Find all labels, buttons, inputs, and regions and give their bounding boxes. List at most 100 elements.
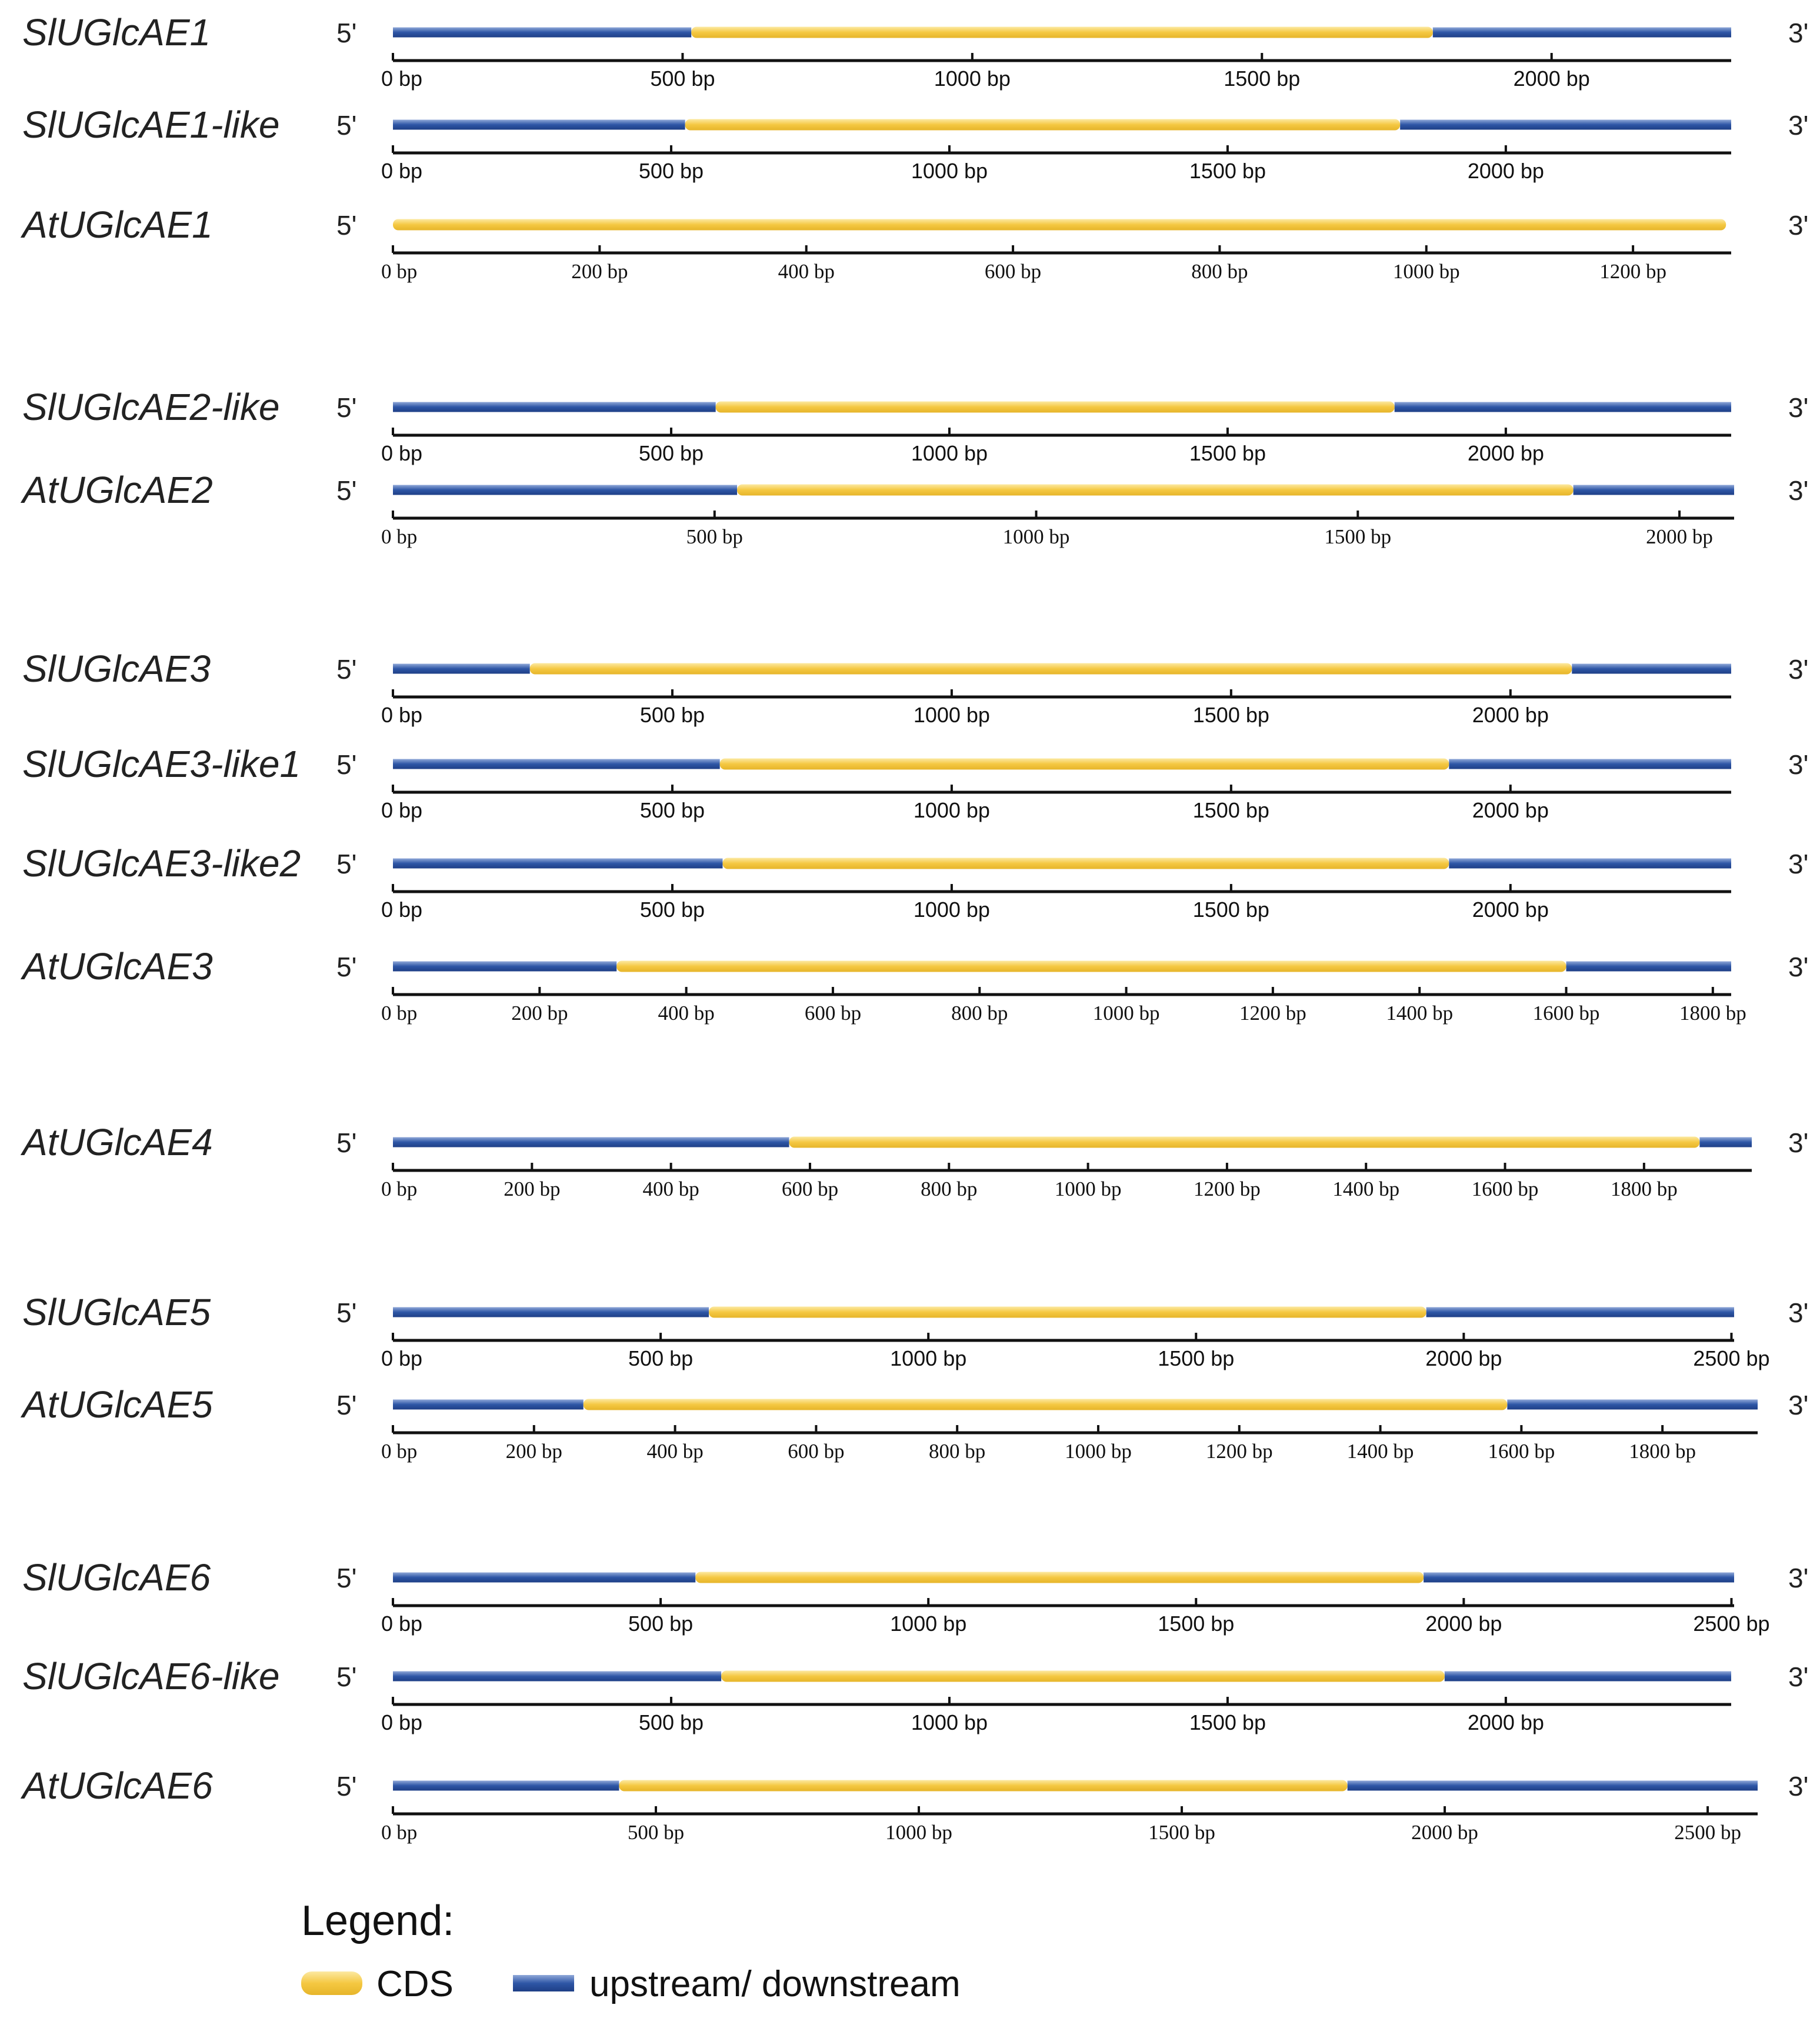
- tick-label: 0 bp: [381, 703, 422, 727]
- downstream-segment: [1400, 119, 1731, 130]
- legend-utr-label: upstream/ downstream: [589, 1964, 961, 2004]
- tick-label: 800 bp: [951, 1002, 1008, 1025]
- tick-label: 2500 bp: [1693, 1346, 1769, 1370]
- gene-name: AtUGlcAE3: [20, 945, 213, 988]
- tick-label: 800 bp: [929, 1440, 985, 1463]
- gene-name: SlUGlcAE3: [22, 648, 211, 690]
- gene-name: AtUGlcAE2: [20, 469, 213, 511]
- downstream-segment: [1424, 1572, 1734, 1583]
- upstream-segment: [393, 961, 617, 972]
- tick-label: 400 bp: [778, 260, 835, 283]
- tick-label: 1400 bp: [1386, 1002, 1453, 1025]
- tick-label: 2500 bp: [1674, 1821, 1741, 1844]
- tick-label: 400 bp: [658, 1002, 715, 1025]
- gene-track: SlUGlcAE5 5' 3' 0 bp 500 bp 1000 bp 1500 bp 200…: [22, 1291, 1808, 1370]
- downstream-segment: [1573, 485, 1734, 495]
- upstream-segment: [393, 27, 692, 38]
- tick-label: 1500 bp: [1158, 1346, 1234, 1370]
- three-prime-label: 3': [1788, 110, 1808, 141]
- tick-label: 1800 bp: [1679, 1002, 1746, 1025]
- gene-track: SlUGlcAE3-like1 5' 3' 0 bp 500 bp 1000 bp 1500…: [22, 743, 1808, 822]
- tick-label: 1000 bp: [911, 441, 988, 465]
- downstream-segment: [1432, 27, 1731, 38]
- tick-label: 1000 bp: [914, 898, 990, 922]
- tick-label: 0 bp: [381, 441, 422, 465]
- cds-segment: [393, 219, 1726, 231]
- five-prime-label: 5': [336, 749, 356, 780]
- cds-segment: [616, 960, 1566, 972]
- gene-track: SlUGlcAE3-like2 5' 3' 0 bp 500 bp 1000 bp 1500…: [22, 842, 1808, 922]
- tick-label: 2000 bp: [1425, 1346, 1502, 1370]
- three-prime-label: 3': [1788, 849, 1808, 879]
- tick-label: 1500 bp: [1193, 898, 1269, 922]
- upstream-segment: [393, 663, 530, 674]
- gene-track: AtUGlcAE4 5' 3' 0 bp 200 bp 400 bp 600 bp 800 b…: [20, 1121, 1808, 1200]
- five-prime-label: 5': [336, 475, 356, 506]
- downstream-segment: [1444, 1671, 1731, 1682]
- tick-label: 1000 bp: [911, 159, 988, 183]
- tick-label: 500 bp: [639, 159, 704, 183]
- tick-label: 400 bp: [643, 1177, 699, 1200]
- tick-label: 1500 bp: [1193, 798, 1269, 822]
- tick-label: 2000 bp: [1646, 525, 1713, 548]
- tick-label: 2000 bp: [1514, 66, 1590, 91]
- tick-label: 1000 bp: [1065, 1440, 1132, 1463]
- gene-name: AtUGlcAE1: [20, 203, 213, 246]
- tick-label: 2000 bp: [1468, 159, 1544, 183]
- gene-track: AtUGlcAE5 5' 3' 0 bp 200 bp 400 bp 600 bp 800 b…: [20, 1383, 1808, 1463]
- five-prime-label: 5': [336, 392, 356, 423]
- gene-track: SlUGlcAE2-like 5' 3' 0 bp 500 bp 1000 bp 1500 …: [22, 386, 1808, 465]
- tick-label: 2000 bp: [1472, 898, 1549, 922]
- tick-label: 1800 bp: [1611, 1177, 1678, 1200]
- cds-segment: [685, 119, 1401, 131]
- downstream-segment: [1449, 759, 1731, 769]
- tick-label: 1000 bp: [934, 66, 1011, 91]
- downstream-segment: [1566, 961, 1731, 972]
- tick-label: 1600 bp: [1472, 1177, 1539, 1200]
- tick-label: 0 bp: [381, 66, 422, 91]
- tick-label: 500 bp: [628, 1612, 693, 1636]
- five-prime-label: 5': [336, 1662, 356, 1692]
- gene-name: SlUGlcAE6-like: [22, 1655, 279, 1697]
- tick-label: 500 bp: [628, 1821, 684, 1844]
- five-prime-label: 5': [336, 210, 356, 241]
- cds-segment: [709, 1306, 1426, 1318]
- tick-label: 500 bp: [640, 798, 705, 822]
- five-prime-label: 5': [336, 18, 356, 48]
- three-prime-label: 3': [1788, 1771, 1808, 1802]
- three-prime-label: 3': [1788, 18, 1808, 48]
- gene-name: SlUGlcAE3-like2: [22, 842, 301, 885]
- three-prime-label: 3': [1788, 749, 1808, 780]
- five-prime-label: 5': [336, 1771, 356, 1802]
- tick-label: 1500 bp: [1158, 1612, 1234, 1636]
- tick-label: 2000 bp: [1472, 703, 1549, 727]
- five-prime-label: 5': [336, 952, 356, 982]
- five-prime-label: 5': [336, 1563, 356, 1593]
- gene-name: AtUGlcAE4: [20, 1121, 213, 1163]
- tick-label: 500 bp: [639, 441, 704, 465]
- upstream-segment: [393, 1307, 709, 1317]
- tick-label: 1500 bp: [1189, 441, 1266, 465]
- cds-segment: [715, 401, 1395, 413]
- tick-label: 2000 bp: [1425, 1612, 1502, 1636]
- tick-label: 500 bp: [640, 898, 705, 922]
- tick-label: 600 bp: [805, 1002, 861, 1025]
- gene-track: SlUGlcAE6-like 5' 3' 0 bp 500 bp 1000 bp 1500 …: [22, 1655, 1808, 1734]
- tick-label: 0 bp: [381, 1002, 417, 1025]
- tick-label: 500 bp: [686, 525, 743, 548]
- tick-label: 0 bp: [381, 525, 417, 548]
- downstream-segment: [1347, 1780, 1758, 1791]
- cds-segment: [583, 1399, 1508, 1410]
- upstream-segment: [393, 119, 685, 130]
- tick-label: 1600 bp: [1488, 1440, 1555, 1463]
- downstream-segment: [1507, 1399, 1758, 1410]
- tick-label: 200 bp: [571, 260, 628, 283]
- upstream-segment: [393, 1399, 584, 1410]
- tick-label: 1000 bp: [1055, 1177, 1122, 1200]
- three-prime-label: 3': [1788, 1127, 1808, 1158]
- tick-label: 2000 bp: [1468, 1710, 1544, 1734]
- tick-label: 1500 bp: [1189, 159, 1266, 183]
- tick-label: 1200 bp: [1599, 260, 1666, 283]
- tick-label: 1000 bp: [1093, 1002, 1160, 1025]
